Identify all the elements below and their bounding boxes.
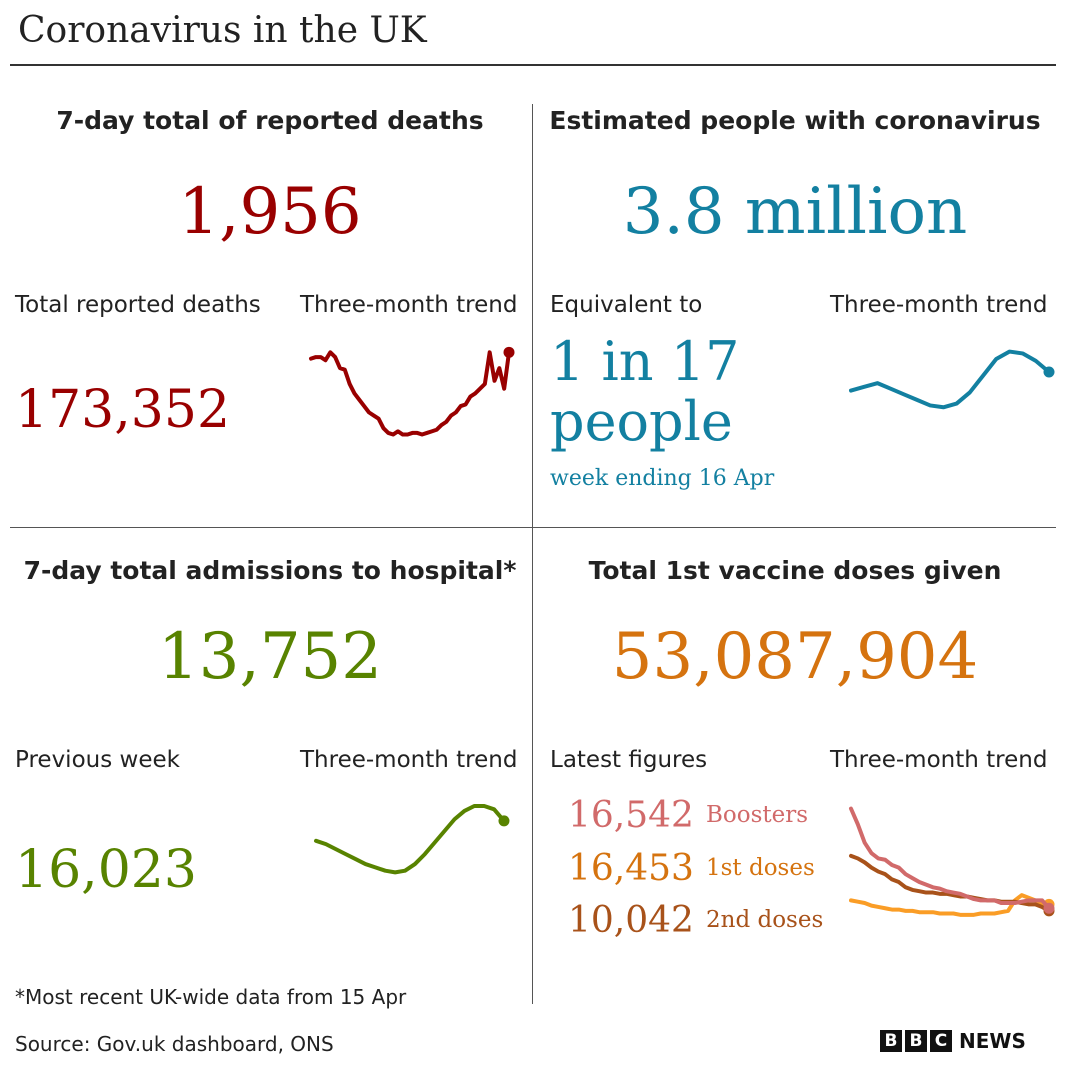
logo-word: NEWS [959,1029,1026,1053]
hospital-prev-label: Previous week [15,747,180,773]
footnote: *Most recent UK-wide data from 15 Apr [15,985,407,1009]
deaths-heading: 7-day total of reported deaths [56,106,484,135]
hospital-value: 13,752 [158,620,382,694]
source-note: Source: Gov.uk dashboard, ONS [15,1032,334,1056]
second-doses-trend-line [849,893,1051,917]
infections-equiv-value-1: 1 in 17 [550,330,740,393]
hospital-trend-chart [314,803,510,875]
hospital-trend-label: Three-month trend [300,747,518,773]
vertical-divider [532,104,533,1004]
infections-equiv-label: Equivalent to [550,292,703,318]
hospital-heading: 7-day total admissions to hospital* [23,556,517,585]
deaths-trend-label: Three-month trend [300,292,518,318]
hospital-prev-value: 16,023 [15,840,197,900]
horizontal-divider [10,527,1056,528]
second-doses-value: 10,042 [568,900,694,941]
deaths-total-label: Total reported deaths [15,292,261,318]
vaccine-value: 53,087,904 [611,620,979,694]
bbc-news-logo: B B C NEWS [880,1030,1026,1052]
vaccine-trend-chart [849,806,1055,917]
infections-trend-chart [849,349,1055,410]
first-doses-value: 16,453 [568,848,694,889]
infections-value: 3.8 million [622,175,968,249]
hospital-trend-line [314,803,506,875]
deaths-trend-line [309,350,511,437]
deaths-trend-end-point [503,346,515,358]
logo-letter: B [905,1030,927,1052]
deaths-value: 1,956 [178,175,362,249]
infections-equiv-value-2: people [550,390,733,453]
page-title: Coronavirus in the UK [18,10,427,51]
title-rule [10,64,1056,66]
second-doses-label: 2nd doses [706,907,824,933]
boosters-trend-line [849,806,1051,911]
deaths-total-value: 173,352 [15,380,231,440]
first-doses-label: 1st doses [706,855,815,881]
logo-letter: B [880,1030,902,1052]
vaccine-trend-label: Three-month trend [830,747,1048,773]
boosters-value: 16,542 [568,795,694,836]
vaccine-heading: Total 1st vaccine doses given [588,556,1002,585]
hospital-trend-end-point [498,815,510,827]
logo-letter: C [930,1030,952,1052]
infections-week-note: week ending 16 Apr [550,466,775,491]
infections-heading: Estimated people with coronavirus [549,106,1041,135]
infections-trend-label: Three-month trend [830,292,1048,318]
deaths-trend-chart [309,346,515,437]
infections-trend-line [849,349,1051,410]
boosters-trend-end-point [1043,902,1055,914]
infections-trend-end-point [1043,366,1055,378]
boosters-label: Boosters [706,802,809,828]
vaccine-latest-label: Latest figures [550,747,708,773]
